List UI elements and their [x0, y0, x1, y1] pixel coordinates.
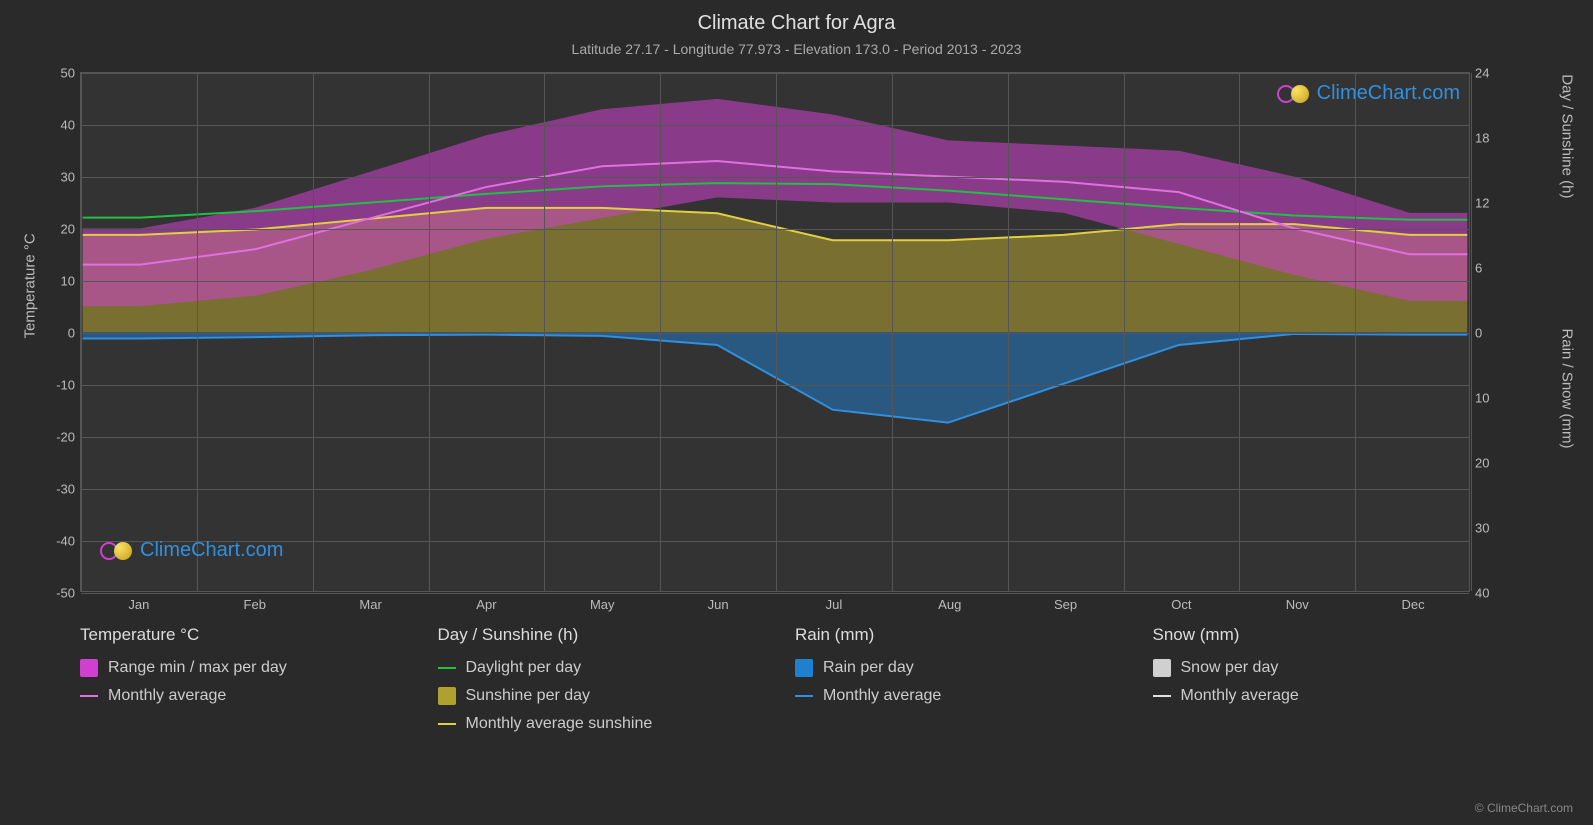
legend-swatch-line — [1153, 695, 1171, 697]
legend-swatch-box — [795, 659, 813, 677]
legend-item: Monthly average — [1153, 687, 1471, 705]
watermark-text: ClimeChart.com — [140, 539, 283, 562]
legend-item: Daylight per day — [438, 659, 756, 677]
legend-item: Range min / max per day — [80, 659, 398, 677]
x-month-tick: Jan — [128, 597, 149, 612]
y-left-tick: 10 — [61, 274, 75, 289]
legend-column-title: Snow (mm) — [1153, 625, 1471, 645]
watermark-bottom: ClimeChart.com — [100, 539, 283, 562]
legend-item: Monthly average sunshine — [438, 715, 756, 733]
y-right-bot-tick: 40 — [1475, 586, 1489, 601]
y-axis-left-label: Temperature °C — [22, 233, 39, 338]
plot: -50-40-30-20-100102030405006121824102030… — [80, 72, 1470, 592]
legend-swatch-box — [1153, 659, 1171, 677]
x-month-tick: Jun — [708, 597, 729, 612]
legend-column: Day / Sunshine (h) Daylight per day Sunshi… — [438, 625, 756, 743]
legend-item-label: Sunshine per day — [466, 687, 591, 705]
watermark-text: ClimeChart.com — [1317, 82, 1460, 105]
legend-item-label: Range min / max per day — [108, 659, 287, 677]
legend-item-label: Rain per day — [823, 659, 914, 677]
y-left-tick: 0 — [68, 326, 75, 341]
chart-area: -50-40-30-20-100102030405006121824102030… — [80, 72, 1470, 592]
y-left-tick: -40 — [56, 534, 75, 549]
chart-title: Climate Chart for Agra — [0, 0, 1593, 35]
y-right-top-tick: 24 — [1475, 66, 1489, 81]
legend-swatch-box — [438, 687, 456, 705]
legend-item: Rain per day — [795, 659, 1113, 677]
y-axis-right-bot-label: Rain / Snow (mm) — [1559, 328, 1576, 448]
legend-item-label: Monthly average — [823, 687, 941, 705]
x-month-tick: Aug — [938, 597, 961, 612]
legend-column: Snow (mm) Snow per day Monthly average — [1153, 625, 1471, 743]
y-left-tick: -20 — [56, 430, 75, 445]
y-axis-right-top-label: Day / Sunshine (h) — [1559, 74, 1576, 198]
logo-icon — [1277, 83, 1311, 105]
x-month-tick: May — [590, 597, 615, 612]
legend-swatch-box — [80, 659, 98, 677]
legend-swatch-line — [795, 695, 813, 697]
legend-column-title: Day / Sunshine (h) — [438, 625, 756, 645]
legend-column: Rain (mm) Rain per day Monthly average — [795, 625, 1113, 743]
x-month-tick: Feb — [244, 597, 266, 612]
legend-item-label: Monthly average sunshine — [466, 715, 653, 733]
y-right-bot-tick: 20 — [1475, 456, 1489, 471]
chart-container: Climate Chart for Agra Latitude 27.17 - … — [0, 0, 1593, 825]
y-left-tick: -50 — [56, 586, 75, 601]
x-month-tick: Jul — [826, 597, 843, 612]
legend-item: Monthly average — [80, 687, 398, 705]
legend-item: Sunshine per day — [438, 687, 756, 705]
y-right-top-tick: 6 — [1475, 261, 1482, 276]
legend-swatch-line — [438, 667, 456, 669]
legend-item-label: Monthly average — [1181, 687, 1299, 705]
y-right-top-tick: 0 — [1475, 326, 1482, 341]
x-month-tick: Dec — [1402, 597, 1425, 612]
logo-icon — [100, 540, 134, 562]
y-left-tick: 30 — [61, 170, 75, 185]
y-left-tick: -10 — [56, 378, 75, 393]
chart-subtitle: Latitude 27.17 - Longitude 77.973 - Elev… — [0, 35, 1593, 57]
y-right-bot-tick: 30 — [1475, 521, 1489, 536]
legend-item-label: Monthly average — [108, 687, 226, 705]
legend-item: Monthly average — [795, 687, 1113, 705]
legend-column-title: Temperature °C — [80, 625, 398, 645]
legend-item-label: Daylight per day — [466, 659, 582, 677]
y-right-top-tick: 18 — [1475, 131, 1489, 146]
x-month-tick: Sep — [1054, 597, 1077, 612]
copyright: © ClimeChart.com — [1475, 801, 1573, 815]
legend-item-label: Snow per day — [1181, 659, 1279, 677]
x-month-tick: Mar — [359, 597, 381, 612]
x-month-tick: Nov — [1286, 597, 1309, 612]
x-month-tick: Apr — [476, 597, 496, 612]
legend-item: Snow per day — [1153, 659, 1471, 677]
legend-swatch-line — [438, 723, 456, 725]
legend-swatch-line — [80, 695, 98, 697]
y-right-bot-tick: 10 — [1475, 391, 1489, 406]
watermark-top: ClimeChart.com — [1277, 82, 1460, 105]
y-left-tick: 20 — [61, 222, 75, 237]
y-right-top-tick: 12 — [1475, 196, 1489, 211]
x-month-tick: Oct — [1171, 597, 1191, 612]
y-left-tick: 50 — [61, 66, 75, 81]
data-lines — [81, 73, 1469, 591]
legend: Temperature °C Range min / max per day Mon… — [80, 625, 1470, 743]
y-left-tick: -30 — [56, 482, 75, 497]
legend-column: Temperature °C Range min / max per day Mon… — [80, 625, 398, 743]
y-left-tick: 40 — [61, 118, 75, 133]
legend-column-title: Rain (mm) — [795, 625, 1113, 645]
